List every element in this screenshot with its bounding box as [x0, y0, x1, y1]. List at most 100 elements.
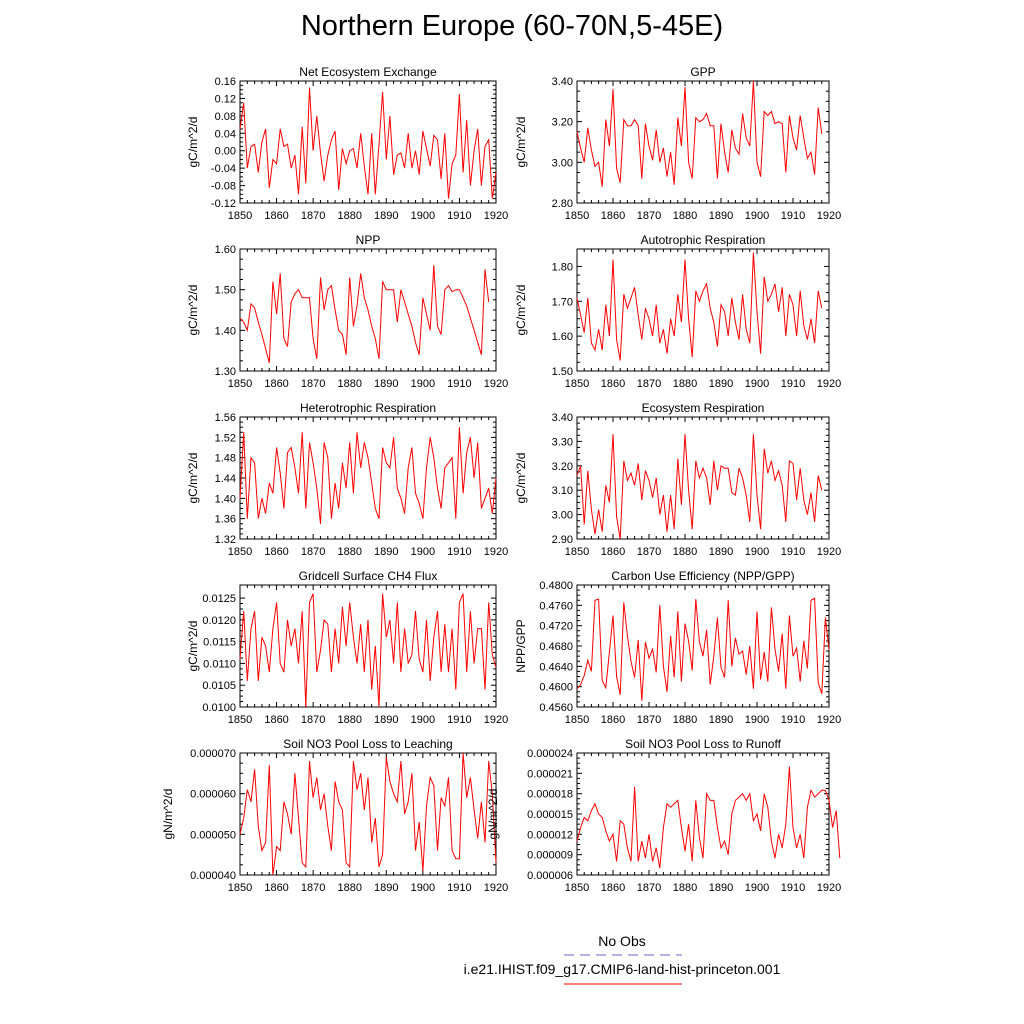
y-tick-label: 2.90 — [552, 534, 573, 546]
series-line-1 — [239, 427, 497, 524]
chart-title: Heterotrophic Respiration — [300, 401, 436, 415]
y-tick-label: 1.50 — [215, 285, 236, 297]
y-tick-label: 1.70 — [552, 296, 573, 308]
series-line-1 — [576, 597, 830, 701]
x-tick-label: 1910 — [447, 882, 471, 894]
y-tick-label: 1.36 — [215, 514, 236, 526]
x-tick-label: 1920 — [817, 546, 841, 558]
x-tick-label: 1880 — [673, 378, 697, 390]
x-tick-label: 1920 — [484, 546, 508, 558]
y-tick-label: 0.000021 — [527, 768, 573, 780]
y-tick-label: 0.000015 — [527, 809, 573, 821]
legend-label-model: i.e21.IHIST.f09_g17.CMIP6-land-hist-prin… — [464, 961, 781, 977]
y-tick-label: 1.80 — [552, 261, 573, 273]
chart-panel-9: Soil NO3 Pool Loss to Leaching gN/m^2/d 18… — [161, 737, 508, 894]
y-tick-label: -0.04 — [211, 163, 236, 175]
x-tick-label: 1920 — [484, 882, 508, 894]
x-tick-label: 1920 — [817, 714, 841, 726]
chart-title: Autotrophic Respiration — [641, 233, 766, 247]
plot-frame — [576, 80, 830, 204]
x-tick-label: 1850 — [228, 714, 252, 726]
chart-title: Carbon Use Efficiency (NPP/GPP) — [611, 569, 794, 583]
y-tick-label: 0.000009 — [527, 850, 573, 862]
x-tick-label: 1900 — [411, 546, 435, 558]
y-tick-label: 0.000050 — [190, 829, 236, 841]
x-tick-label: 1850 — [565, 546, 589, 558]
x-tick-label: 1880 — [337, 546, 361, 558]
x-tick-label: 1920 — [817, 378, 841, 390]
x-tick-label: 1900 — [411, 210, 435, 222]
y-tick-label: 1.40 — [215, 325, 236, 337]
y-tick-label: 3.40 — [552, 76, 573, 88]
y-axis-label: gC/m^2/d — [514, 453, 528, 504]
y-tick-label: 3.00 — [552, 157, 573, 169]
plot-frame — [239, 584, 497, 708]
chart-panel-2: GPP gC/m^2/d 1850 1860 1870 1880 1890 1900 1910 1… — [514, 65, 841, 222]
y-tick-label: 0.0100 — [202, 702, 236, 714]
x-tick-label: 1910 — [447, 378, 471, 390]
y-tick-label: 0.16 — [215, 76, 236, 88]
x-tick-label: 1900 — [745, 210, 769, 222]
x-tick-label: 1870 — [301, 378, 325, 390]
x-tick-label: 1850 — [228, 882, 252, 894]
y-tick-label: 0.000024 — [527, 748, 573, 760]
x-tick-label: 1880 — [337, 714, 361, 726]
chart-title: Soil NO3 Pool Loss to Leaching — [283, 737, 452, 751]
x-tick-label: 1860 — [264, 546, 288, 558]
x-tick-label: 1860 — [264, 882, 288, 894]
y-tick-label: 1.48 — [215, 453, 236, 465]
y-tick-label: 2.80 — [552, 198, 573, 210]
x-tick-label: 1900 — [745, 378, 769, 390]
series-line-1 — [239, 593, 497, 708]
x-tick-label: 1890 — [709, 882, 733, 894]
y-tick-label: 0.0120 — [202, 615, 236, 627]
x-tick-label: 1910 — [447, 546, 471, 558]
x-tick-label: 1860 — [264, 714, 288, 726]
x-tick-label: 1890 — [374, 882, 398, 894]
chart-title: Soil NO3 Pool Loss to Runoff — [625, 737, 782, 751]
x-tick-label: 1890 — [709, 210, 733, 222]
y-tick-label: 0.00 — [215, 146, 236, 158]
x-tick-label: 1910 — [447, 210, 471, 222]
x-tick-label: 1890 — [374, 714, 398, 726]
x-tick-label: 1880 — [337, 882, 361, 894]
x-tick-label: 1860 — [601, 546, 625, 558]
y-tick-label: 0.0105 — [202, 680, 236, 692]
x-tick-label: 1860 — [601, 210, 625, 222]
x-tick-label: 1870 — [301, 714, 325, 726]
y-tick-label: 0.000070 — [190, 748, 236, 760]
x-tick-label: 1910 — [781, 546, 805, 558]
x-tick-label: 1860 — [264, 378, 288, 390]
y-tick-label: -0.12 — [211, 198, 236, 210]
x-tick-label: 1890 — [374, 546, 398, 558]
y-tick-label: 1.50 — [552, 366, 573, 378]
x-tick-label: 1880 — [337, 378, 361, 390]
x-tick-label: 1860 — [264, 210, 288, 222]
x-tick-label: 1900 — [411, 378, 435, 390]
x-tick-label: 1890 — [709, 714, 733, 726]
y-tick-label: 0.4720 — [539, 621, 573, 633]
y-tick-label: 0.000040 — [190, 870, 236, 882]
chart-panel-3: NPP gC/m^2/d 1850 1860 1870 1880 1890 1900 1910 1… — [186, 233, 508, 390]
y-tick-label: 1.60 — [552, 331, 573, 343]
x-tick-label: 1850 — [565, 882, 589, 894]
series-line-1 — [239, 265, 490, 364]
x-tick-label: 1880 — [673, 546, 697, 558]
x-tick-label: 1910 — [781, 210, 805, 222]
y-tick-label: 0.000012 — [527, 829, 573, 841]
x-tick-label: 1870 — [637, 210, 661, 222]
x-tick-label: 1890 — [374, 210, 398, 222]
x-tick-label: 1880 — [673, 882, 697, 894]
x-tick-label: 1870 — [637, 546, 661, 558]
y-tick-label: 0.04 — [215, 128, 236, 140]
y-tick-label: 0.4800 — [539, 580, 573, 592]
y-axis-label: gC/m^2/d — [514, 117, 528, 168]
x-tick-label: 1860 — [601, 714, 625, 726]
series-line-1 — [576, 80, 823, 187]
x-tick-label: 1860 — [601, 882, 625, 894]
chart-panel-8: Carbon Use Efficiency (NPP/GPP) NPP/GPP 18… — [514, 569, 841, 726]
x-tick-label: 1850 — [228, 378, 252, 390]
y-tick-label: 3.20 — [552, 461, 573, 473]
x-tick-label: 1890 — [374, 378, 398, 390]
